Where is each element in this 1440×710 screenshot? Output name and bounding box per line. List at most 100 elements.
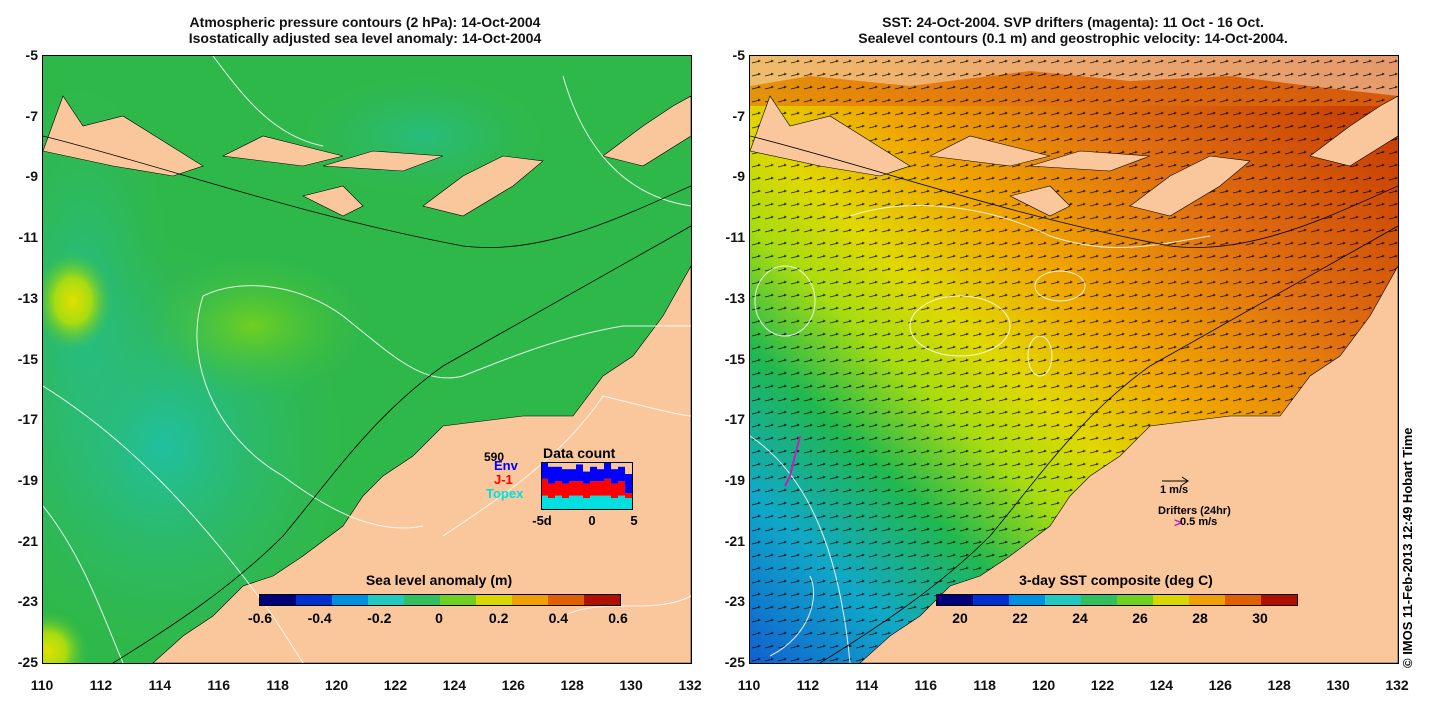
velocity-scale-arrow (1162, 476, 1189, 486)
colorbar-swatch (296, 595, 332, 605)
velocity-scale-label: 1 m/s (1160, 484, 1189, 496)
colorbar-tick-label: 0.6 (608, 610, 628, 626)
latitude-tick-label: -7 (25, 107, 38, 124)
colorbar-tick-label: 22 (1012, 610, 1028, 626)
inset-legend-item: Env (494, 458, 518, 473)
right-title-line1: SST: 24-Oct-2004. SVP drifters (magenta)… (882, 14, 1264, 30)
sea-level-anomaly-map[interactable] (42, 55, 692, 664)
longitude-tick-label: 120 (1031, 677, 1056, 693)
left-colorbar-title: Sea level anomaly (m) (365, 572, 513, 588)
drifter-speed-label: 0.5 m/s (1180, 516, 1218, 528)
left-title-line2: Isostatically adjusted sea level anomaly… (188, 30, 542, 46)
histogram-bar-topex (590, 495, 597, 510)
histogram-bar-topex (618, 495, 625, 510)
latitude-tick-label: -25 (724, 654, 745, 670)
histogram-bar-topex (604, 495, 611, 510)
colorbar-swatch (548, 595, 584, 605)
histogram-bar-j1 (576, 481, 583, 496)
histogram-bar-j1 (555, 481, 562, 496)
longitude-tick-label: 130 (1326, 677, 1350, 693)
inset-x-tick: 0 (588, 513, 596, 528)
colorbar-swatch (440, 595, 476, 605)
latitude-tick-label: -23 (17, 593, 38, 610)
left-colorbar (259, 594, 621, 606)
histogram-bar-j1 (548, 483, 555, 498)
colorbar-tick-label: 0.2 (488, 610, 509, 626)
colorbar-tick-label: 24 (1072, 610, 1088, 626)
latitude-tick-label: -21 (724, 532, 745, 549)
histogram-bar-j1 (625, 493, 632, 498)
latitude-tick-label: -11 (18, 229, 38, 246)
latitude-tick-label: -7 (732, 107, 745, 124)
longitude-tick-label: 116 (914, 677, 938, 693)
inset-legend-item: Topex (486, 486, 524, 501)
longitude-tick-label: 110 (737, 677, 761, 693)
longitude-tick-label: 118 (973, 677, 996, 693)
colorbar-swatch (332, 595, 368, 605)
histogram-bar-env (618, 466, 625, 482)
left-map-title: Atmospheric pressure contours (2 hPa): 1… (40, 14, 690, 46)
latitude-tick-label: -17 (17, 411, 38, 428)
colorbar-swatch (937, 595, 973, 605)
right-colorbar (936, 594, 1298, 606)
histogram-bar-j1 (569, 481, 576, 496)
longitude-tick-label: 132 (1385, 677, 1409, 693)
longitude-tick-label: 122 (383, 677, 408, 693)
histogram-frame (541, 462, 633, 510)
histogram-bar-topex (597, 495, 604, 510)
histogram-bar-j1 (541, 478, 548, 496)
longitude-tick-label: 112 (796, 677, 820, 693)
histogram-bar-env (597, 469, 604, 482)
latitude-tick-label: -11 (725, 229, 745, 246)
latitude-tick-label: -17 (724, 411, 745, 428)
colorbar-swatch (973, 595, 1009, 605)
latitude-tick-label: -19 (724, 471, 745, 488)
latitude-tick-label: -5 (732, 47, 745, 63)
histogram-bar-env (562, 469, 569, 484)
right-title-line2: Sealevel contours (0.1 m) and geostrophi… (858, 30, 1288, 46)
longitude-tick-label: 110 (30, 677, 54, 693)
colorbar-tick-label: -0.6 (247, 610, 273, 626)
histogram-bar-j1 (583, 483, 590, 498)
imos-credit: © IMOS 11-Feb-2013 12:49 Hobart Time (1400, 427, 1415, 668)
histogram-bar-topex (583, 498, 590, 510)
latitude-tick-label: -23 (724, 593, 745, 610)
colorbar-swatch (476, 595, 512, 605)
colorbar-swatch (1045, 595, 1081, 605)
latitude-tick-label: -15 (724, 350, 745, 367)
left-title-line1: Atmospheric pressure contours (2 hPa): 1… (189, 14, 541, 30)
northern-islands (43, 95, 691, 217)
longitude-tick-label: 128 (560, 677, 584, 693)
latitude-tick-label: -13 (724, 289, 745, 306)
longitude-tick-label: 124 (442, 677, 467, 693)
histogram-bar-topex (562, 498, 569, 510)
histogram-bar-topex (541, 495, 548, 510)
histogram-bar-j1 (618, 481, 625, 496)
histogram-bar-env (590, 466, 597, 482)
sst-map[interactable]: > (749, 55, 1399, 664)
longitude-tick-label: 128 (1267, 677, 1291, 693)
colorbar-swatch (512, 595, 548, 605)
longitude-tick-label: 130 (619, 677, 643, 693)
histogram-bar-env (583, 471, 590, 484)
histogram-bar-topex (625, 498, 632, 510)
histogram-bar-env (555, 466, 562, 482)
right-map-title: SST: 24-Oct-2004. SVP drifters (magenta)… (748, 14, 1398, 46)
latitude-tick-label: -15 (17, 350, 38, 367)
longitude-tick-label: 116 (207, 677, 231, 693)
histogram-bar-env (569, 469, 576, 482)
australia-land (152, 265, 691, 663)
histogram-bar-j1 (562, 483, 569, 498)
northern-islands-right (750, 95, 1398, 217)
histogram-bar-j1 (611, 483, 618, 498)
colorbar-swatch (584, 595, 620, 605)
longitude-tick-label: 114 (148, 677, 172, 693)
colorbar-tick-label: 20 (952, 610, 968, 626)
inset-x-tick: 5 (630, 513, 638, 528)
colorbar-swatch (1009, 595, 1045, 605)
drifter-track (784, 435, 801, 487)
longitude-tick-label: 118 (266, 677, 289, 693)
colorbar-tick-label: -0.2 (367, 610, 392, 626)
colorbar-swatch (1189, 595, 1225, 605)
longitude-tick-label: 122 (1090, 677, 1115, 693)
